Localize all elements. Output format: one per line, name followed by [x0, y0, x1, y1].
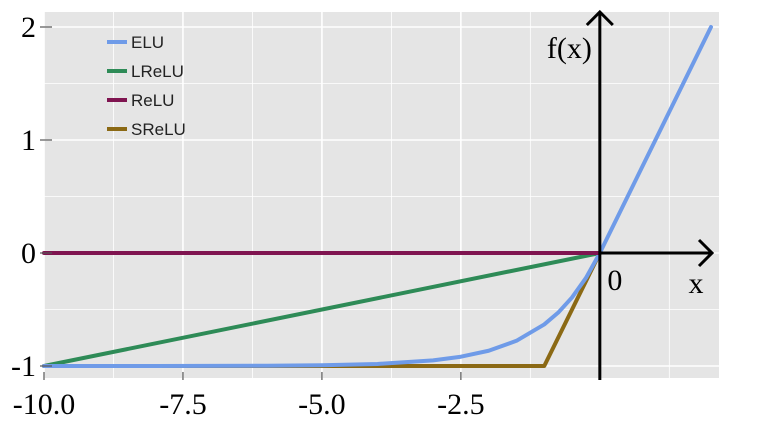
x-tick-label: -2.5	[437, 388, 485, 421]
y-axis-arrow	[585, 9, 614, 27]
plot-background	[44, 12, 719, 378]
x-tick-label: -10.0	[13, 388, 76, 421]
series-lines	[42, 25, 713, 368]
x-axis-label: x	[689, 267, 704, 300]
x-tick-label: -5.0	[298, 388, 346, 421]
legend-label-lrelu: LReLU	[131, 62, 184, 81]
series-line-lrelu	[42, 251, 602, 368]
legend-label-elu: ELU	[131, 33, 164, 52]
series-line-elu	[42, 25, 713, 368]
y-tick-label: -1	[11, 350, 36, 383]
legend-label-srelu: SReLU	[131, 120, 186, 139]
y-tick-label: 1	[21, 124, 36, 157]
tick-labels: 2 1 0 -1 -10.0 -7.5 -5.0 -2.5	[11, 11, 485, 421]
legend: ELU LReLU ReLU SReLU	[107, 33, 186, 139]
y-axis-label: f(x)	[547, 32, 592, 65]
y-tick-label: 2	[21, 11, 36, 44]
origin-label: 0	[607, 264, 622, 297]
x-tick-label: -7.5	[159, 388, 207, 421]
axes: f(x) x 0	[547, 9, 715, 380]
y-tick-label: 0	[21, 237, 36, 270]
x-axis-arrow	[697, 238, 715, 268]
legend-label-relu: ReLU	[131, 91, 174, 110]
